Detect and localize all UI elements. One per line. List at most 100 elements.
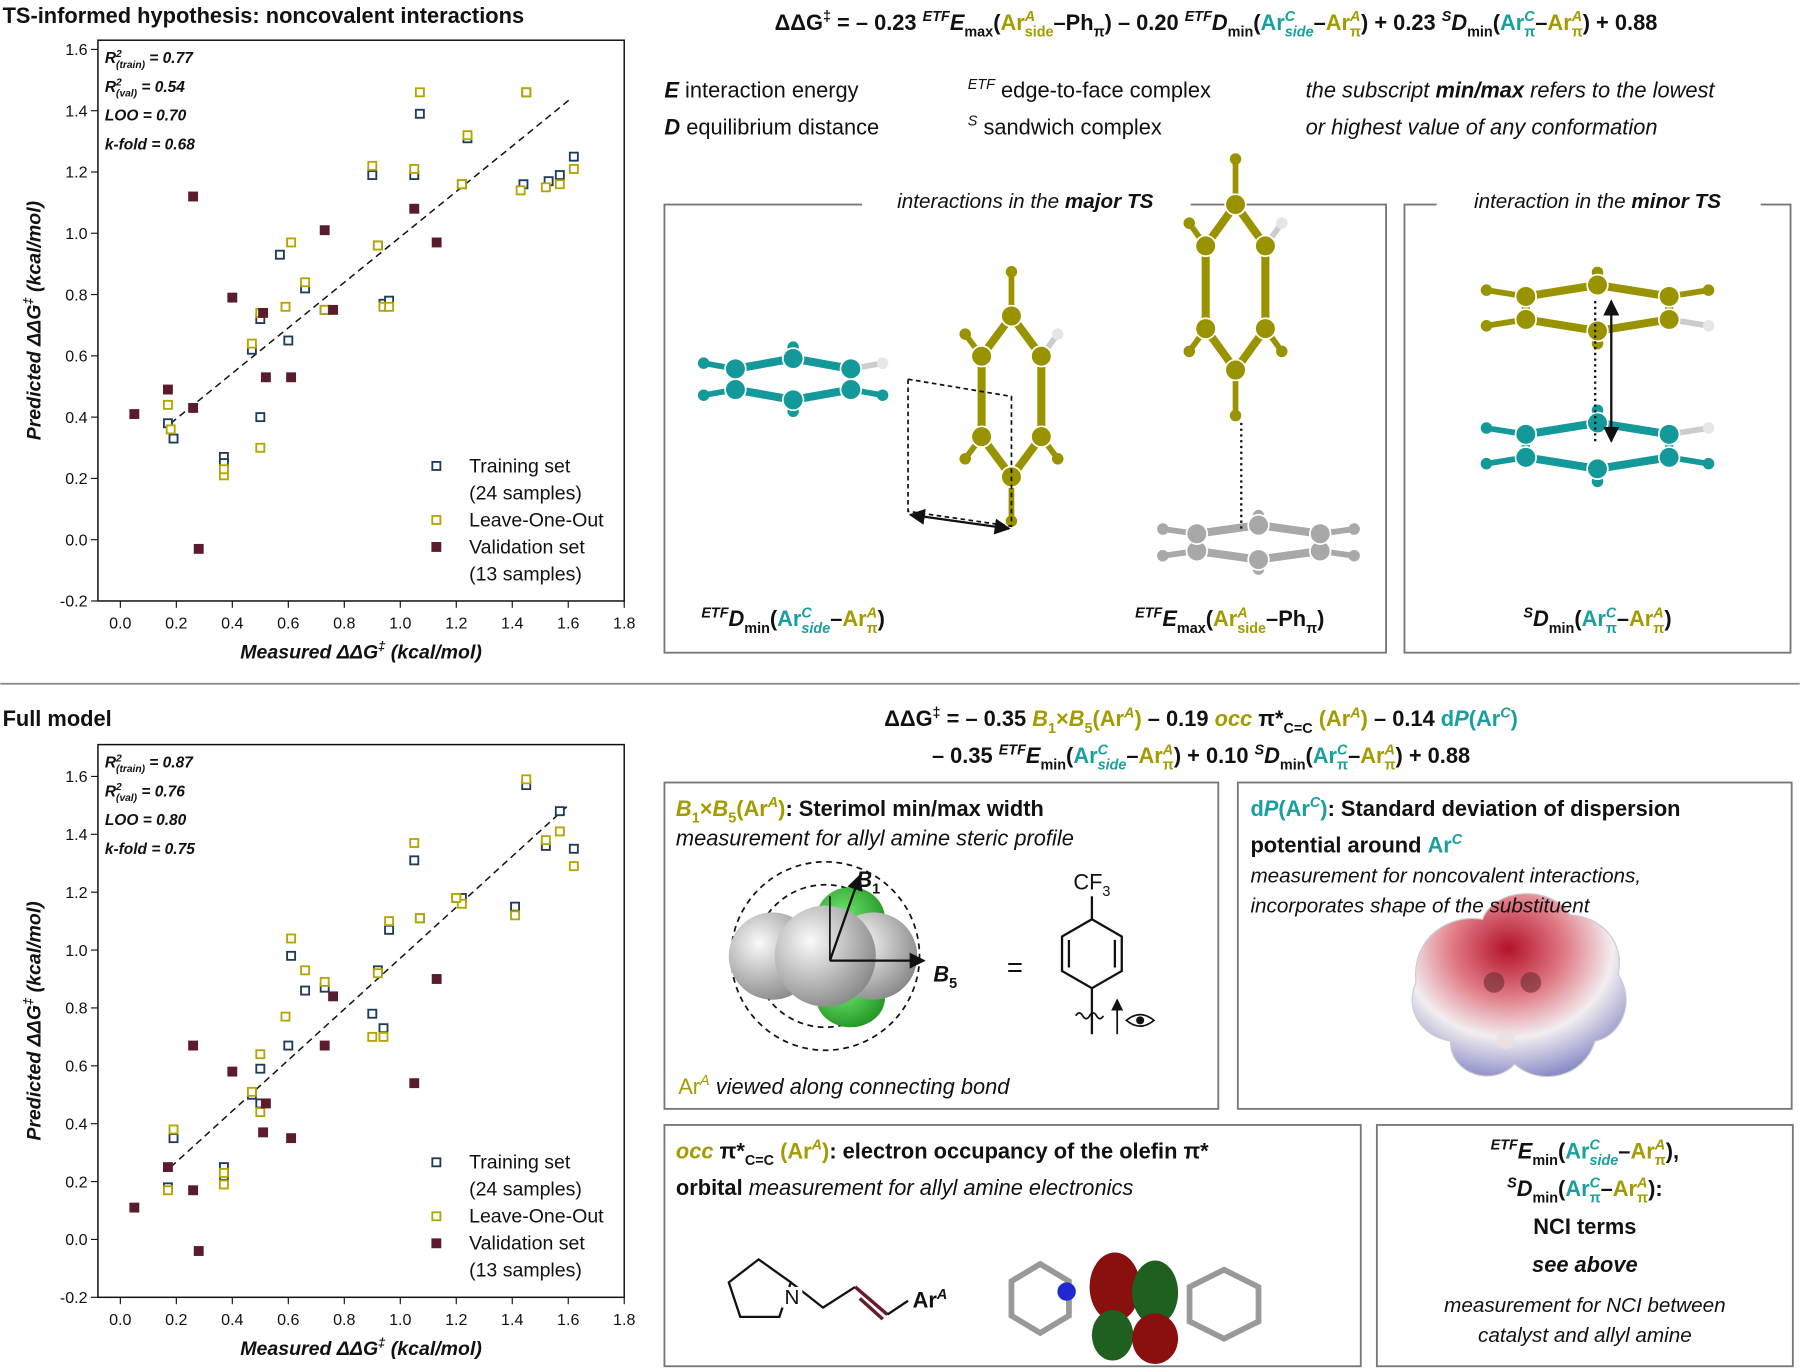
x-axis-label: Measured ΔΔG‡ (kcal/mol) xyxy=(240,639,482,664)
equation: ΔΔG‡ = – 0.23 ETFEmax(ArA side–Phπ) – 0.2… xyxy=(775,9,1658,40)
stat: R2 (train) = 0.77 xyxy=(105,49,194,71)
text-run: ( xyxy=(770,606,778,631)
atom xyxy=(1247,513,1270,537)
sterimol-box xyxy=(663,781,1220,1110)
text-run: Ar xyxy=(1500,10,1525,35)
data-point xyxy=(165,424,176,435)
text-run: ΔΔG xyxy=(775,10,823,35)
text-run: Ar xyxy=(678,1074,700,1099)
distance-box xyxy=(907,378,1013,528)
text-run: LOO = 0.70 xyxy=(105,108,187,125)
text-run: catalyst and allyl amine xyxy=(1478,1324,1692,1347)
ring xyxy=(1008,1260,1072,1337)
atom xyxy=(1005,266,1018,278)
y-axis-label-group: Predicted ΔΔG‡ (kcal/mol) xyxy=(21,201,46,440)
text-run: A xyxy=(1349,705,1360,721)
text-run: see above xyxy=(1532,1252,1638,1277)
legend-marker xyxy=(431,1211,442,1222)
text-run: Predicted ΔΔG xyxy=(23,1005,45,1141)
atom xyxy=(1480,284,1493,296)
text-run: ETF xyxy=(968,77,996,93)
orbital-lobe xyxy=(1132,1260,1179,1325)
x-tick-label: 1.6 xyxy=(557,1311,579,1329)
atom xyxy=(1051,328,1064,340)
text-run: = 0.77 xyxy=(145,50,194,67)
text-run: or highest value of any conformation xyxy=(1306,114,1658,139)
b1-arrow xyxy=(828,874,863,962)
text-run: – xyxy=(1535,10,1547,35)
text-run: π xyxy=(867,621,878,637)
data-point xyxy=(319,976,330,987)
atom xyxy=(774,905,876,1007)
caption: ETFDmin(ArC side–ArA π) xyxy=(701,606,885,637)
text-run: C xyxy=(801,606,812,622)
data-point xyxy=(129,409,140,419)
text-run: = xyxy=(1007,952,1023,983)
text-run: Ar xyxy=(1213,606,1238,631)
molecule xyxy=(1157,509,1360,575)
text-run: R xyxy=(105,50,117,67)
text-run: ‡ xyxy=(823,9,831,25)
box-text: incorporates shape of the substituent xyxy=(1250,894,1590,917)
text-run: ), xyxy=(1666,1138,1679,1163)
x-tick-label: 0.8 xyxy=(333,1311,355,1329)
x-tick-label: 1.4 xyxy=(501,615,523,633)
text-run: incorporates shape of the substituent xyxy=(1250,894,1590,917)
definition: or highest value of any conformation xyxy=(1306,114,1658,139)
text-run: orbital xyxy=(676,1175,743,1200)
text-run: D xyxy=(1212,10,1228,35)
text-run: ) xyxy=(822,1138,829,1163)
text-run: Ar xyxy=(1582,606,1607,631)
data-point xyxy=(319,225,330,236)
text-run: π xyxy=(1637,1191,1648,1207)
text-run: ( xyxy=(1066,743,1074,768)
wavy-bond xyxy=(1075,1012,1105,1020)
legend-label: Validation set xyxy=(469,536,585,558)
eye xyxy=(1125,1013,1156,1027)
atom xyxy=(1496,1030,1515,1050)
data-point xyxy=(168,1124,179,1135)
text-run: C xyxy=(1524,9,1535,25)
text-run: P xyxy=(1264,796,1279,821)
text-run: ) + 0.88 xyxy=(1583,10,1658,35)
text-run: C xyxy=(1310,795,1321,811)
atom xyxy=(1276,217,1288,229)
data-point xyxy=(283,1040,294,1051)
data-point xyxy=(384,301,395,312)
data-point xyxy=(319,304,330,315)
text-run: measurement for allyl amine electronics xyxy=(743,1175,1134,1200)
text-run: Predicted ΔΔG xyxy=(23,305,45,441)
text-run: ETF xyxy=(701,606,729,622)
x-tick-label: 0.2 xyxy=(165,615,187,633)
data-point xyxy=(451,893,462,903)
box-title: dP(ArC): Standard deviation of dispersio… xyxy=(1250,795,1680,821)
text-run: Measured ΔΔG xyxy=(240,1338,378,1360)
caption: ETFEmax(ArA side–Phπ) xyxy=(1135,606,1324,637)
atom xyxy=(1030,345,1053,368)
atom xyxy=(1520,972,1542,993)
atom xyxy=(1702,284,1715,296)
text-run: A xyxy=(699,1073,710,1089)
text-run: Ar xyxy=(1565,1138,1590,1163)
text-run: interaction energy xyxy=(679,78,859,103)
text-run: (kcal/mol) xyxy=(23,201,45,298)
text-run: Ar xyxy=(1326,10,1351,35)
data-point xyxy=(255,1107,266,1118)
text-run: A xyxy=(1654,1138,1665,1154)
legend-label: Training set xyxy=(469,455,571,477)
text-run: –Ph xyxy=(1054,10,1094,35)
label-mask xyxy=(781,1286,803,1308)
data-point xyxy=(227,1066,238,1077)
text-run: × xyxy=(1056,706,1069,731)
text-run: (kcal/mol) xyxy=(385,641,482,663)
atom xyxy=(1051,453,1064,465)
text-run: Ar xyxy=(1261,10,1286,35)
text-run: min xyxy=(1467,24,1493,40)
text-run: d xyxy=(1250,796,1263,821)
atom xyxy=(781,388,805,412)
text-run: A xyxy=(1123,705,1134,721)
nitrogen-atom xyxy=(1057,1282,1076,1301)
atom xyxy=(1183,217,1196,229)
atom xyxy=(724,378,747,401)
text-run: measurement for noncovalent interactions… xyxy=(1250,864,1641,887)
